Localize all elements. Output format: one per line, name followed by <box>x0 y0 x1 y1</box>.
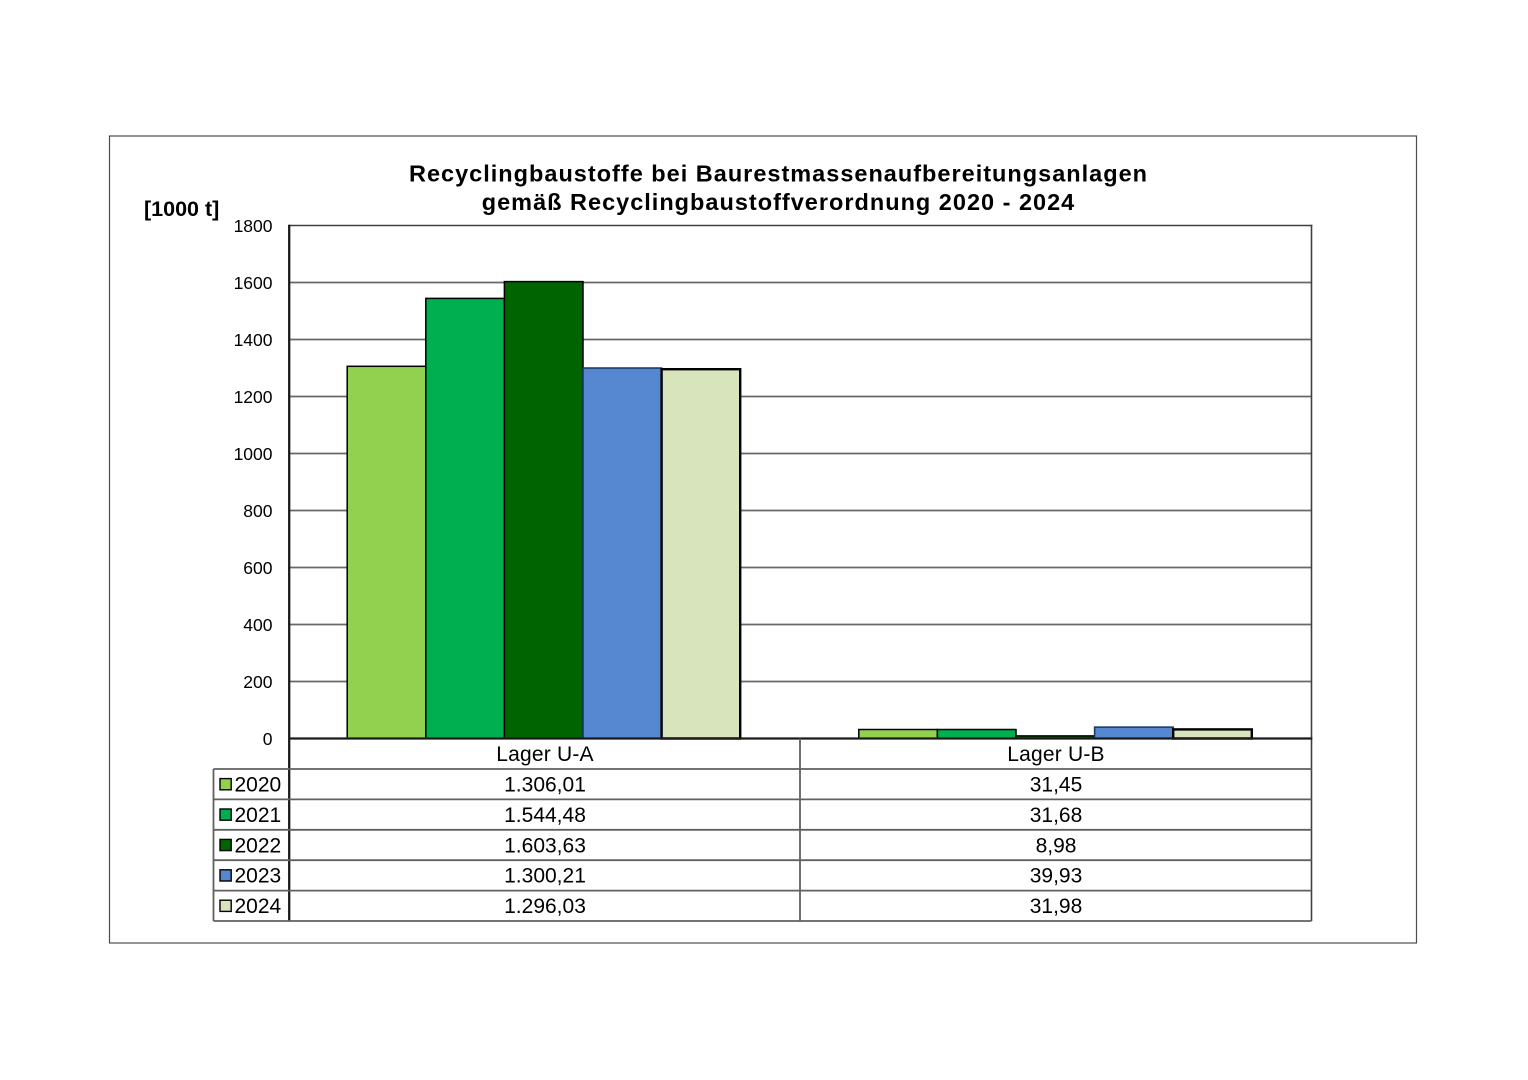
svg-text:Recyclingbaustoffe bei Baurest: Recyclingbaustoffe bei Baurestmassenaufb… <box>409 161 1148 187</box>
svg-text:600: 600 <box>243 558 272 578</box>
svg-text:2020: 2020 <box>235 774 282 797</box>
svg-text:1600: 1600 <box>234 273 273 293</box>
svg-text:31,45: 31,45 <box>1030 774 1083 797</box>
svg-text:0: 0 <box>263 729 273 749</box>
svg-text:1.544,48: 1.544,48 <box>504 804 586 827</box>
svg-text:1400: 1400 <box>234 330 273 350</box>
svg-text:2024: 2024 <box>235 895 282 918</box>
svg-text:800: 800 <box>243 501 272 521</box>
svg-text:200: 200 <box>243 672 272 692</box>
svg-text:1200: 1200 <box>234 387 273 407</box>
svg-text:400: 400 <box>243 615 272 635</box>
svg-text:Lager U-B: Lager U-B <box>1007 743 1105 766</box>
svg-text:1.306,01: 1.306,01 <box>504 774 586 797</box>
svg-text:31,68: 31,68 <box>1030 804 1083 827</box>
svg-text:1.603,63: 1.603,63 <box>504 834 586 857</box>
svg-text:1.296,03: 1.296,03 <box>504 895 586 918</box>
svg-text:1800: 1800 <box>234 216 273 236</box>
svg-text:2023: 2023 <box>235 865 282 888</box>
svg-text:2021: 2021 <box>235 804 282 827</box>
svg-text:Lager U-A: Lager U-A <box>496 743 594 766</box>
svg-text:[1000 t]: [1000 t] <box>144 197 219 221</box>
svg-text:gemäß Recyclingbaustoffverordn: gemäß Recyclingbaustoffverordnung 2020 -… <box>482 189 1076 215</box>
svg-text:1000: 1000 <box>234 444 273 464</box>
svg-text:39,93: 39,93 <box>1030 865 1083 888</box>
svg-text:2022: 2022 <box>235 834 282 857</box>
svg-text:8,98: 8,98 <box>1036 834 1077 857</box>
svg-text:1.300,21: 1.300,21 <box>504 865 586 888</box>
svg-text:31,98: 31,98 <box>1030 895 1083 918</box>
